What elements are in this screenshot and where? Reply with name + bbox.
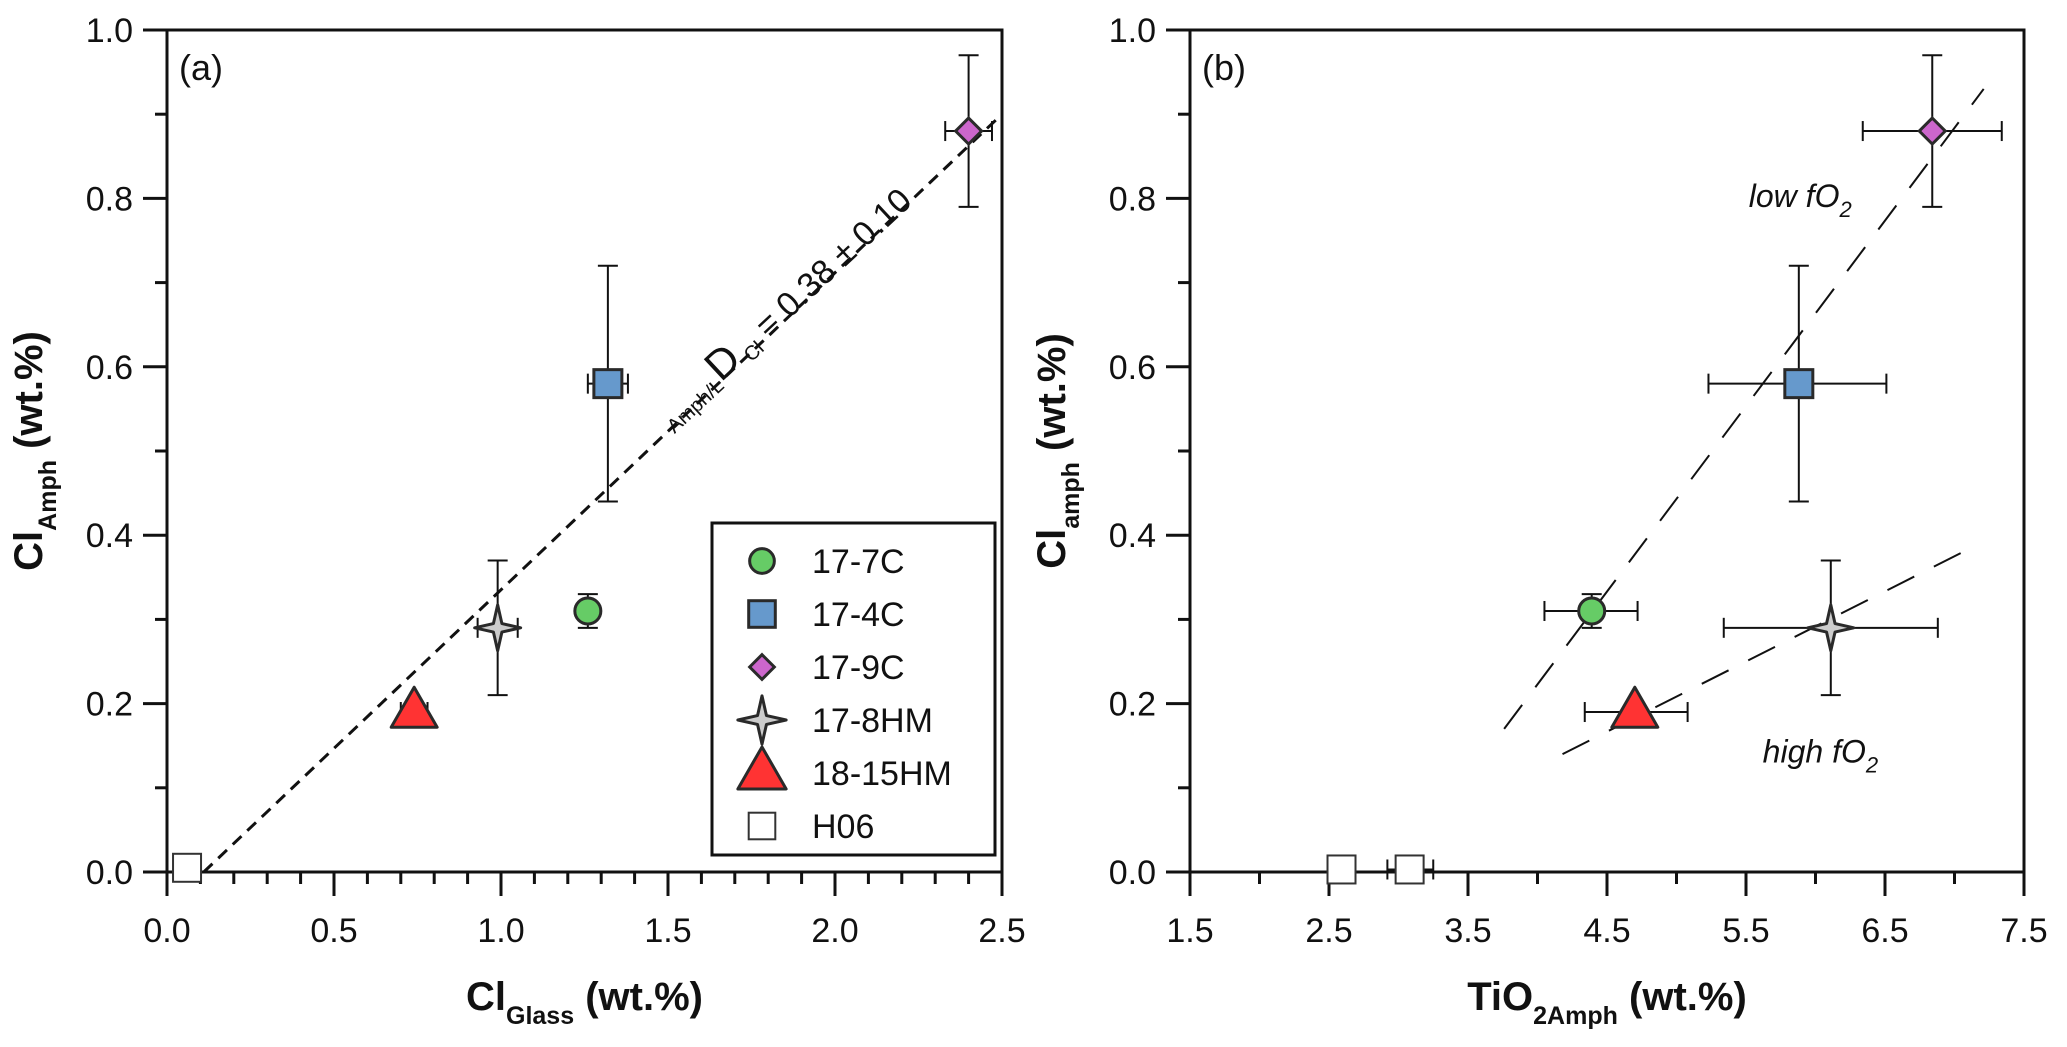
- x-tick-label: 1.0: [477, 912, 524, 950]
- x-axis-title: ClGlass (wt.%): [466, 975, 703, 1030]
- legend: 17-7C 17-4C 17-9C 17-8HM 18-15HM H06: [710, 521, 997, 857]
- legend-label: 18-15HM: [812, 755, 952, 793]
- annotation-main: low fO: [1749, 178, 1840, 214]
- data-point-h06: [1394, 854, 1425, 885]
- data-point-17-8hm: [473, 603, 523, 653]
- legend-marker-h06: [747, 811, 777, 841]
- y-axis-title: ClAmph (wt.%): [7, 331, 62, 571]
- y-tick-label: 0.6: [86, 349, 133, 387]
- x-tick-label: 1.5: [644, 912, 691, 950]
- legend-label: 17-7C: [812, 543, 905, 581]
- partition-coefficient: Amph/LD Cl = 0.38 ± 0.10: [645, 175, 922, 438]
- y-axis-title-unit: (wt.%): [1030, 333, 1074, 462]
- legend-label: 17-8HM: [812, 702, 933, 740]
- annotation-main: D: [695, 334, 749, 389]
- x-axis-title-sub: 2Amph: [1533, 1002, 1618, 1030]
- x-axis-title-unit: (wt.%): [574, 975, 703, 1019]
- y-axis-title: Clamph (wt.%): [1030, 333, 1085, 569]
- y-tick-label: 0.4: [86, 517, 133, 555]
- legend-label: H06: [812, 808, 874, 846]
- y-axis-title-sub: amph: [1057, 462, 1085, 529]
- y-tick-label: 0.8: [86, 180, 133, 218]
- x-axis-title-main: Cl: [466, 975, 506, 1019]
- x-tick-label: 2.5: [978, 912, 1025, 950]
- data-point-17-7c: [1577, 596, 1607, 626]
- low-fo2-label: low fO2: [1749, 178, 1852, 222]
- y-tick-label: 0.6: [1109, 349, 1156, 387]
- x-tick-label: 1.5: [1166, 912, 1213, 950]
- legend-box: [710, 521, 997, 857]
- panel-a: 0.0 0.5 1.0 1.5 2.0 2.50.00.20.40.60.81.0ClGl…: [7, 12, 1026, 1030]
- data-point-17-9c: [1917, 115, 1948, 147]
- legend-marker-17-7c: [748, 547, 776, 575]
- annotation-prefix: Amph/L: [663, 375, 728, 438]
- annotation-value: = 0.38 ± 0.10: [741, 181, 920, 351]
- data-point-h06: [172, 852, 203, 883]
- y-tick-label: 0.8: [1109, 180, 1156, 218]
- annotation-sub: 2: [1865, 753, 1878, 778]
- data-point-17-9c: [953, 115, 984, 147]
- data-point-h06: [1326, 854, 1357, 885]
- data-point-17-7c: [573, 596, 603, 626]
- annotation-sub: 2: [1838, 197, 1851, 222]
- x-tick-label: 5.5: [1722, 912, 1769, 950]
- x-tick-label: 0.5: [310, 912, 357, 950]
- low-fo2-trend: [1503, 88, 1985, 730]
- x-axis-title-main: TiO: [1467, 975, 1533, 1019]
- plot-frame: [1188, 28, 2026, 874]
- y-axis-title-unit: (wt.%): [7, 331, 51, 460]
- legend-label: 17-9C: [812, 649, 905, 687]
- x-tick-label: 7.5: [2000, 912, 2047, 950]
- legend-marker-18-15hm: [736, 745, 788, 791]
- y-tick-label: 0.0: [1109, 854, 1156, 892]
- x-tick-label: 4.5: [1583, 912, 1630, 950]
- y-axis-title-main: Cl: [1030, 529, 1074, 569]
- legend-marker-17-4c: [747, 599, 777, 629]
- panel-label: (b): [1202, 47, 1246, 88]
- y-tick-label: 1.0: [1109, 12, 1156, 50]
- x-tick-label: 0.0: [143, 912, 190, 950]
- y-tick-label: 0.4: [1109, 517, 1156, 555]
- y-tick-label: 1.0: [86, 12, 133, 50]
- data-point-17-4c: [1783, 368, 1815, 400]
- data-point-18-15hm: [389, 685, 439, 729]
- legend-marker-17-8hm: [736, 694, 788, 746]
- panel-label: (a): [179, 47, 223, 88]
- data-point-17-8hm: [1806, 603, 1856, 653]
- x-tick-label: 3.5: [1444, 912, 1491, 950]
- y-tick-label: 0.0: [86, 854, 133, 892]
- x-tick-label: 2.0: [811, 912, 858, 950]
- annotation-main: high fO: [1763, 734, 1866, 770]
- x-axis-title: TiO2Amph (wt.%): [1467, 975, 1747, 1030]
- high-fo2-label: high fO2: [1763, 734, 1878, 778]
- x-tick-label: 6.5: [1861, 912, 1908, 950]
- y-axis-title-sub: Amph: [34, 460, 62, 531]
- y-axis-title-main: Cl: [7, 531, 51, 571]
- panel-b: 1.5 2.5 3.5 4.5 5.5 6.5 7.5 0.0 0.2 0.4 0.6 0.8 1.0 T…: [1030, 12, 2048, 1030]
- legend-label: 17-4C: [812, 596, 905, 634]
- y-tick-label: 0.2: [1109, 686, 1156, 724]
- data-point-18-15hm: [1610, 685, 1660, 729]
- y-tick-label: 0.2: [86, 686, 133, 724]
- x-tick-label: 2.5: [1305, 912, 1352, 950]
- x-axis-title-sub: Glass: [506, 1002, 574, 1030]
- legend-marker-17-9c: [747, 652, 777, 682]
- partition-line: [202, 113, 1004, 874]
- data-point-17-4c: [592, 368, 624, 400]
- x-axis-title-unit: (wt.%): [1618, 975, 1747, 1019]
